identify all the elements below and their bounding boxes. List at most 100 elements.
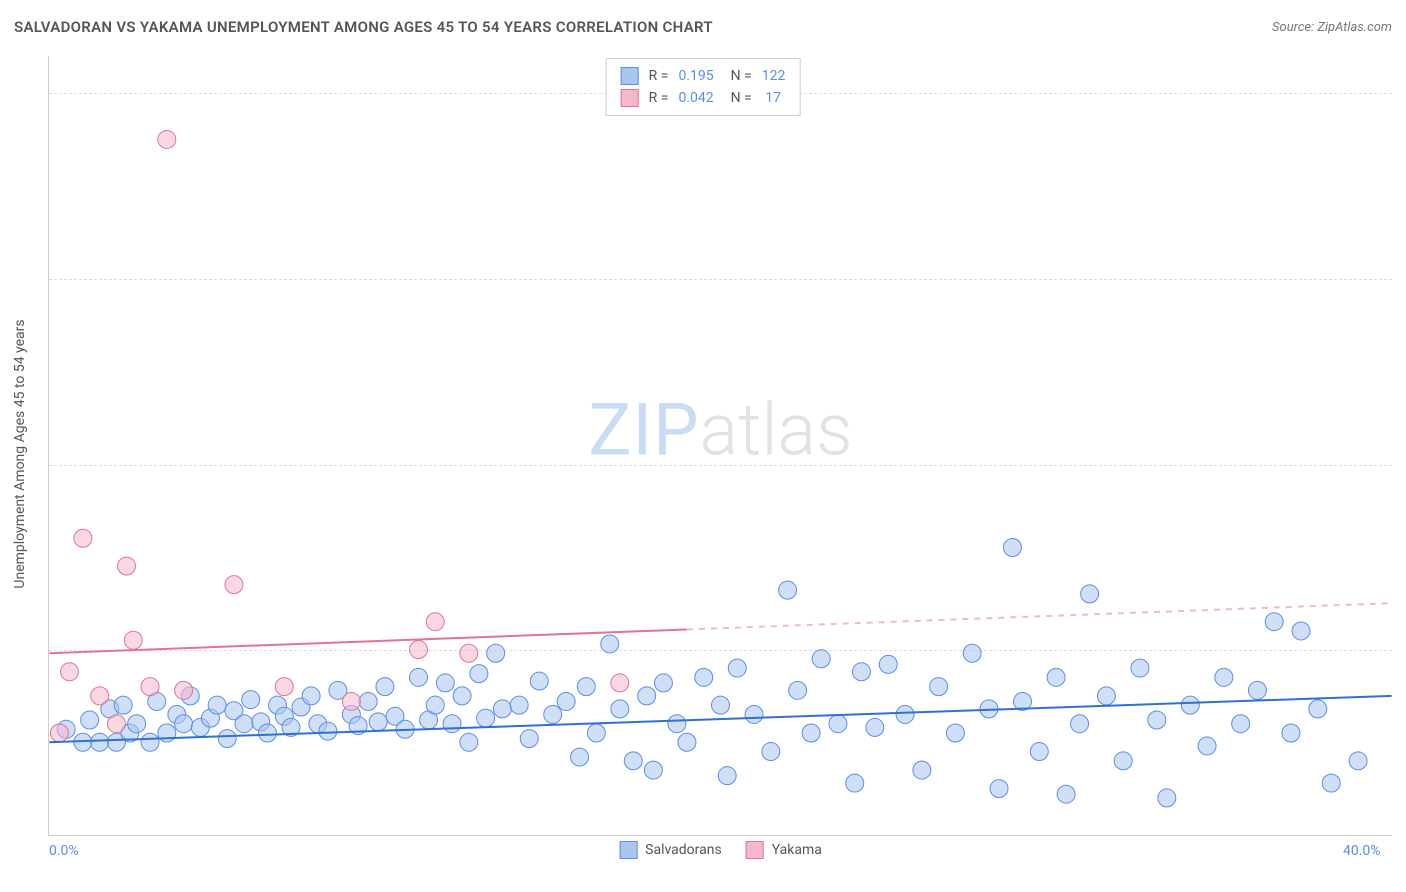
data-point bbox=[1057, 785, 1075, 803]
data-point bbox=[302, 687, 320, 705]
data-point bbox=[91, 733, 109, 751]
data-point bbox=[668, 715, 686, 733]
stats-row: R = 0.195 N = 122 bbox=[621, 65, 786, 87]
data-point bbox=[1097, 687, 1115, 705]
data-point bbox=[1322, 774, 1340, 792]
data-point bbox=[1349, 752, 1367, 770]
data-point bbox=[158, 130, 176, 148]
data-point bbox=[963, 644, 981, 662]
data-point bbox=[61, 663, 79, 681]
scatter-plot bbox=[49, 56, 1392, 835]
data-point bbox=[624, 752, 642, 770]
data-point bbox=[91, 687, 109, 705]
bottom-legend: Salvadorans Yakama bbox=[619, 841, 822, 859]
legend-item: Yakama bbox=[746, 841, 822, 859]
data-point bbox=[477, 709, 495, 727]
data-point bbox=[571, 748, 589, 766]
data-point bbox=[50, 724, 68, 742]
data-point bbox=[453, 687, 471, 705]
stats-box: R = 0.195 N = 122 R = 0.042 N = 17 bbox=[606, 58, 801, 116]
data-point bbox=[258, 724, 276, 742]
data-point bbox=[74, 529, 92, 547]
stat-r-value: 0.042 bbox=[678, 90, 713, 106]
data-point bbox=[530, 672, 548, 690]
data-point bbox=[225, 576, 243, 594]
stat-n-value: 122 bbox=[762, 68, 786, 84]
trend-line bbox=[49, 629, 687, 653]
data-point bbox=[107, 715, 125, 733]
data-point bbox=[638, 687, 656, 705]
legend-item: Salvadorans bbox=[619, 841, 722, 859]
data-point bbox=[208, 696, 226, 714]
data-point bbox=[460, 733, 478, 751]
stat-n-value: 17 bbox=[762, 90, 781, 106]
data-point bbox=[654, 674, 672, 692]
data-point bbox=[1248, 681, 1266, 699]
data-point bbox=[728, 659, 746, 677]
data-point bbox=[218, 730, 236, 748]
source-attribution: Source: ZipAtlas.com bbox=[1272, 20, 1392, 35]
data-point bbox=[1232, 715, 1250, 733]
data-point bbox=[846, 774, 864, 792]
data-point bbox=[866, 718, 884, 736]
data-point bbox=[1131, 659, 1149, 677]
data-point bbox=[409, 641, 427, 659]
stat-n-label: N = bbox=[724, 90, 752, 106]
data-point bbox=[124, 631, 142, 649]
trend-line-dashed bbox=[687, 603, 1392, 629]
legend-swatch bbox=[619, 841, 637, 859]
stat-n-label: N = bbox=[724, 68, 752, 84]
data-point bbox=[913, 761, 931, 779]
legend-label: Salvadorans bbox=[645, 842, 722, 858]
stat-r-label: R = bbox=[649, 68, 669, 84]
data-point bbox=[409, 668, 427, 686]
data-point bbox=[852, 663, 870, 681]
data-point bbox=[896, 705, 914, 723]
data-point bbox=[443, 715, 461, 733]
data-point bbox=[1081, 585, 1099, 603]
data-point bbox=[1198, 737, 1216, 755]
data-point bbox=[114, 696, 132, 714]
data-point bbox=[718, 767, 736, 785]
data-point bbox=[712, 696, 730, 714]
data-point bbox=[644, 761, 662, 779]
y-axis-title: Unemployment Among Ages 45 to 54 years bbox=[12, 319, 28, 588]
data-point bbox=[611, 700, 629, 718]
x-tick-label: 40.0% bbox=[1343, 843, 1381, 859]
data-point bbox=[789, 681, 807, 699]
data-point bbox=[601, 635, 619, 653]
data-point bbox=[946, 724, 964, 742]
data-point bbox=[141, 678, 159, 696]
data-point bbox=[879, 655, 897, 673]
data-point bbox=[1148, 711, 1166, 729]
data-point bbox=[1071, 715, 1089, 733]
stat-r-label: R = bbox=[649, 90, 669, 106]
data-point bbox=[557, 692, 575, 710]
data-point bbox=[235, 715, 253, 733]
legend-swatch bbox=[621, 89, 639, 107]
legend-label: Yakama bbox=[772, 842, 822, 858]
data-point bbox=[242, 691, 260, 709]
data-point bbox=[802, 724, 820, 742]
chart-area: ZIPatlas SalvadoransYakama 10.0%20.0%30.… bbox=[48, 56, 1392, 836]
data-point bbox=[1309, 700, 1327, 718]
data-point bbox=[426, 696, 444, 714]
data-point bbox=[1158, 789, 1176, 807]
legend-swatch bbox=[621, 67, 639, 85]
data-point bbox=[175, 715, 193, 733]
data-point bbox=[118, 557, 136, 575]
data-point bbox=[1292, 622, 1310, 640]
chart-title: SALVADORAN VS YAKAMA UNEMPLOYMENT AMONG … bbox=[14, 18, 713, 36]
data-point bbox=[460, 644, 478, 662]
data-point bbox=[319, 722, 337, 740]
data-point bbox=[510, 696, 528, 714]
data-point bbox=[779, 581, 797, 599]
data-point bbox=[493, 700, 511, 718]
data-point bbox=[1265, 613, 1283, 631]
data-point bbox=[1030, 743, 1048, 761]
data-point bbox=[587, 724, 605, 742]
data-point bbox=[1181, 696, 1199, 714]
data-point bbox=[611, 674, 629, 692]
data-point bbox=[678, 733, 696, 751]
data-point bbox=[487, 644, 505, 662]
